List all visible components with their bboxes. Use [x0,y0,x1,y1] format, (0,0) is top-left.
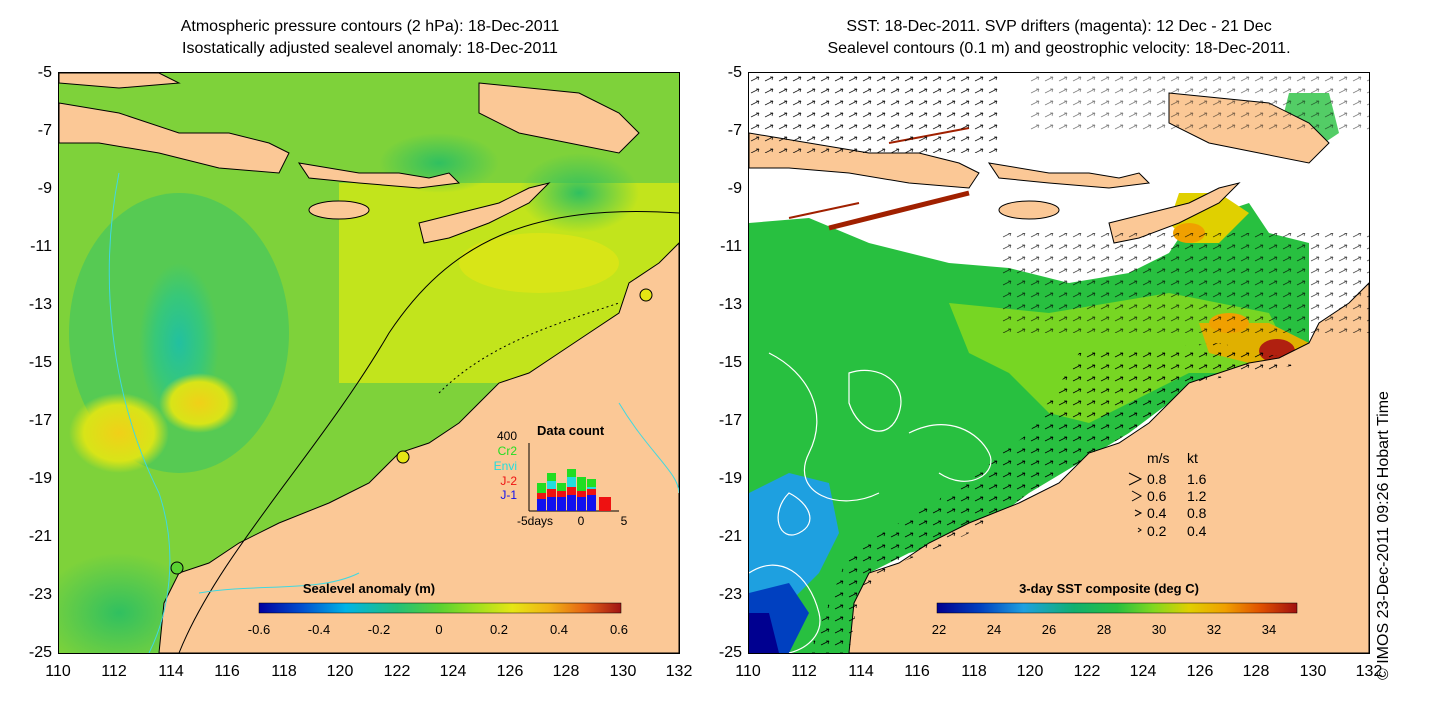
right-ytick: -7 [727,122,742,139]
sealevel-colorbar-tick: 0 [435,622,442,637]
left-title-line2: Isostatically adjusted sealevel anomaly:… [182,40,558,57]
left-xtick: 126 [496,663,524,680]
velocity-legend-kt: 1.2 [1187,488,1207,504]
sealevel-colorbar [258,602,622,614]
left-xtick: 130 [609,663,637,680]
sst-colorbar-tick: 32 [1207,622,1221,637]
right-xtick: 114 [848,663,874,680]
right-xtick: 126 [1186,663,1214,680]
velocity-legend-ms: 0.6 [1147,488,1167,504]
left-xtick: 132 [665,663,693,680]
left-ytick: -19 [28,470,52,487]
left-ytick: -7 [37,122,52,139]
right-xtick: 116 [904,663,930,680]
sst-colorbar-tick: 30 [1152,622,1166,637]
left-ytick: -11 [30,238,52,255]
right-ytick: -19 [718,470,742,487]
data-count-xtick: 0 [578,514,585,528]
right-ytick: -21 [718,528,742,545]
data-count-series-cr2: Cr2 [498,444,518,458]
left-title-line1: Atmospheric pressure contours (2 hPa): 1… [180,18,560,35]
data-count-xtick: -5days [517,514,553,528]
left-xtick: 118 [271,663,297,680]
left-ytick: -15 [28,354,52,371]
right-xtick: 128 [1242,663,1270,680]
velocity-legend: m/s kt 0.8 1.6 0.6 1.2 0.4 0.8 0.2 0.4 [1128,450,1207,539]
velocity-legend-kt-header: kt [1187,450,1198,466]
left-xtick: 110 [45,663,71,680]
sst-colorbar-tick: 26 [1042,622,1056,637]
sst-map-graphic: m/s kt 0.8 1.6 0.6 1.2 0.4 0.8 0.2 0.4 3… [749,73,1369,653]
left-ytick: -21 [28,528,52,545]
right-xtick: 120 [1016,663,1044,680]
right-ytick: -13 [718,296,742,313]
left-ytick: -23 [28,586,52,603]
sst-colorbar-tick: 24 [987,622,1001,637]
sst-colorbar-tick: 28 [1097,622,1111,637]
sst-colorbar-tick: 34 [1262,622,1276,637]
sealevel-colorbar-label: Sealevel anomaly (m) [303,581,435,596]
right-xtick: 132 [1355,663,1383,680]
left-ytick: -13 [28,296,52,313]
sst-colorbar [936,602,1298,614]
right-title-line1: SST: 18-Dec-2011. SVP drifters (magenta)… [846,18,1272,35]
left-ytick: -5 [37,64,52,81]
right-xtick: 122 [1073,663,1101,680]
data-count-xtick: 5 [621,514,628,528]
velocity-legend-kt: 0.4 [1187,523,1207,539]
left-xtick: 120 [326,663,354,680]
right-ytick: -25 [718,644,742,661]
right-ytick: -15 [718,354,742,371]
sst-map: m/s kt 0.8 1.6 0.6 1.2 0.4 0.8 0.2 0.4 3… [748,72,1370,654]
left-xtick: 114 [158,663,184,680]
left-ytick: -25 [28,644,52,661]
sealevel-colorbar-tick: 0.4 [550,622,568,637]
data-count-max: 400 [497,429,517,443]
right-xtick: 110 [735,663,761,680]
right-xtick: 130 [1299,663,1327,680]
sealevel-colorbar-tick: -0.4 [308,622,330,637]
sst-colorbar-label: 3-day SST composite (deg C) [1019,581,1199,596]
velocity-legend-kt: 0.8 [1187,505,1207,521]
data-count-inset: Data count 400 Cr2 Envi J-2 J-1 -5days 0… [494,423,628,528]
left-xtick: 124 [439,663,467,680]
left-xtick: 122 [383,663,411,680]
velocity-legend-ms: 0.2 [1147,523,1167,539]
right-ytick: -11 [720,238,742,255]
left-xtick: 112 [101,663,127,680]
right-title-line2: Sealevel contours (0.1 m) and geostrophi… [827,40,1291,57]
sealevel-anomaly-map: Sealevel anomaly (m) -0.6 -0.4 -0.2 0 0.… [58,72,680,654]
left-ytick: -9 [37,180,52,197]
sealevel-anomaly-map-graphic: Sealevel anomaly (m) -0.6 -0.4 -0.2 0 0.… [59,73,679,653]
right-ytick: -9 [727,180,742,197]
velocity-legend-ms: 0.4 [1147,505,1167,521]
data-count-series-j1: J-1 [500,488,517,502]
velocity-legend-kt: 1.6 [1187,471,1207,487]
velocity-legend-ms: 0.8 [1147,471,1167,487]
data-count-series-j2: J-2 [500,474,517,488]
data-count-title: Data count [537,423,605,438]
sealevel-colorbar-tick: -0.6 [248,622,270,637]
left-ytick: -17 [28,412,52,429]
right-ytick: -5 [727,64,742,81]
imos-credit: © IMOS 23-Dec-2011 09:26 Hobart Time [1375,391,1392,680]
sealevel-colorbar-tick: 0.2 [490,622,508,637]
right-xtick: 112 [791,663,817,680]
right-xtick: 118 [961,663,987,680]
right-ytick: -23 [718,586,742,603]
right-xtick: 124 [1129,663,1157,680]
sealevel-colorbar-tick: 0.6 [610,622,628,637]
velocity-legend-ms-header: m/s [1147,450,1170,466]
sealevel-colorbar-tick: -0.2 [368,622,390,637]
left-xtick: 128 [552,663,580,680]
right-ytick: -17 [718,412,742,429]
sst-colorbar-tick: 22 [932,622,946,637]
left-xtick: 116 [214,663,240,680]
data-count-series-envi: Envi [494,459,517,473]
